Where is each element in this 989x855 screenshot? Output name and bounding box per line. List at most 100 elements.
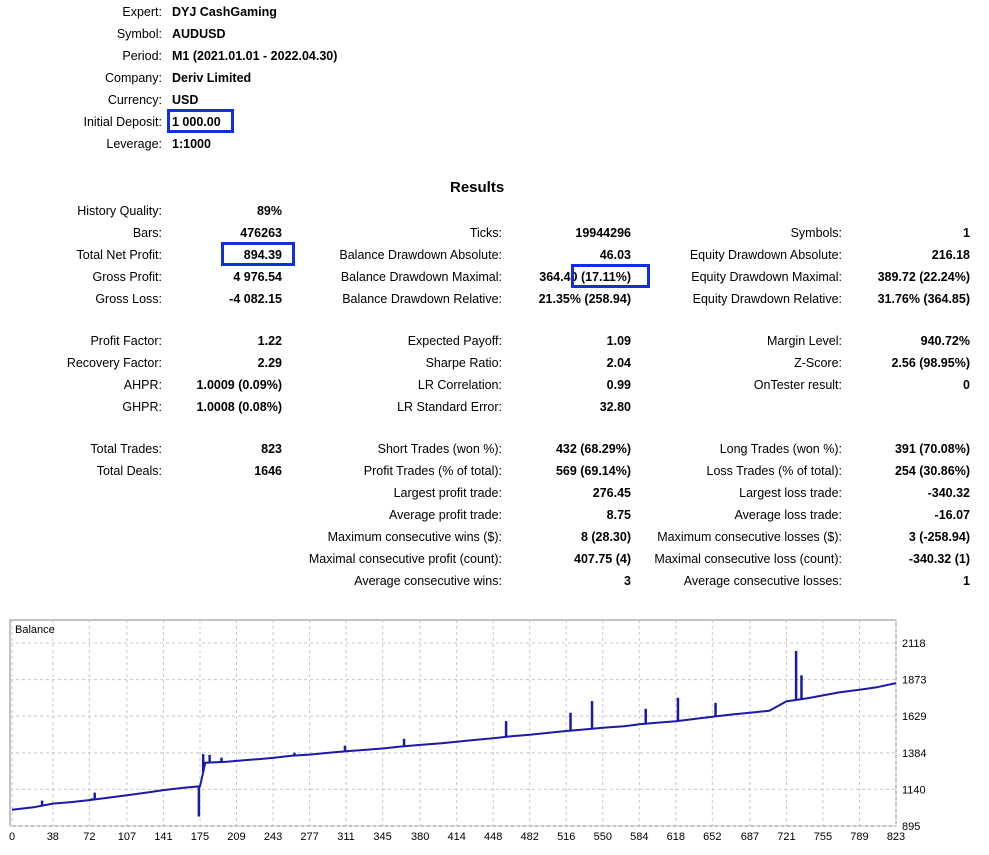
col2-value: 3 [624,574,631,588]
header-label: Initial Deposit: [83,115,162,129]
x-tick-label: 584 [630,831,648,843]
col2-label: Maximum consecutive wins ($): [327,530,502,544]
col2-value: 2.04 [606,356,631,370]
col2-label: Profit Trades (% of total): [363,464,502,478]
col1-value: 476263 [240,226,282,240]
header-label: Currency: [107,93,162,107]
col2-label: Sharpe Ratio: [425,356,502,370]
highlight-initial-deposit [167,109,234,133]
col1-value: 89% [256,204,282,218]
col3-label: Margin Level: [766,334,842,348]
col2-value: 32.80 [599,400,631,414]
y-tick-label: 1873 [902,675,926,687]
col3-value: 940.72% [920,334,970,348]
highlight-balance-dd-maximal [571,264,650,288]
col2-label: Largest profit trade: [393,486,502,500]
col2-value: 1.09 [606,334,631,348]
chart-frame [9,619,897,827]
col2-label: Maximal consecutive profit (count): [308,552,502,566]
col1-label: Bars: [132,226,162,240]
y-tick-label: 2118 [902,638,926,650]
col2-value: 8 (28.30) [580,530,631,544]
col3-value: 389.72 (22.24%) [877,270,970,284]
x-tick-label: 277 [300,831,318,843]
col3-value: -340.32 [927,486,970,500]
col1-value: 1.22 [257,334,282,348]
col1-label: Total Net Profit: [76,248,162,262]
x-tick-label: 721 [777,831,795,843]
header-label: Symbol: [116,27,162,41]
x-tick-label: 550 [594,831,612,843]
col1-label: Gross Loss: [95,292,162,306]
col2-value: 276.45 [592,486,631,500]
balance-line [11,682,897,811]
col2-value: 46.03 [599,248,631,262]
col1-value: 894.39 [243,248,282,262]
col2-label: Expected Payoff: [407,334,502,348]
col1-value: 1.0009 (0.09%) [196,378,282,392]
col2-label: Average consecutive wins: [354,574,502,588]
x-tick-label: 72 [83,831,95,843]
col3-label: Average loss trade: [734,508,842,522]
col3-value: 254 (30.86%) [894,464,970,478]
col1-label: History Quality: [77,204,162,218]
col2-label: LR Standard Error: [397,400,502,414]
x-tick-label: 789 [850,831,868,843]
col3-label: OnTester result: [753,378,842,392]
header-value: DYJ CashGaming [172,5,277,19]
col3-value: 3 (-258.94) [908,530,970,544]
col2-label: Balance Drawdown Relative: [342,292,502,306]
col3-label: Equity Drawdown Absolute: [689,248,842,262]
col2-label: Balance Drawdown Maximal: [340,270,502,284]
x-tick-label: 482 [521,831,539,843]
x-tick-label: 380 [411,831,429,843]
highlight-net-profit [221,242,295,266]
col3-label: Loss Trades (% of total): [706,464,842,478]
col1-value: -4 082.15 [229,292,282,306]
x-tick-label: 687 [741,831,759,843]
x-tick-label: 243 [264,831,282,843]
col3-value: 2.56 (98.95%) [891,356,970,370]
y-tick-label: 1384 [902,748,926,760]
results-title: Results [450,179,505,196]
col3-value: -340.32 (1) [908,552,970,566]
x-tick-label: 414 [448,831,466,843]
col2-label: Ticks: [469,226,502,240]
x-tick-label: 209 [227,831,245,843]
x-tick-label: 652 [703,831,721,843]
x-tick-label: 516 [557,831,575,843]
x-tick-label: 823 [887,831,905,843]
chart-title: Balance [15,624,55,636]
col1-value: 2.29 [257,356,282,370]
col3-label: Maximum consecutive losses ($): [657,530,842,544]
col3-value: -16.07 [934,508,970,522]
col2-label: Average profit trade: [388,508,502,522]
col2-label: Balance Drawdown Absolute: [339,248,502,262]
col3-label: Equity Drawdown Maximal: [691,270,842,284]
x-tick-label: 38 [47,831,59,843]
x-tick-label: 311 [337,831,355,843]
col3-label: Long Trades (won %): [719,442,842,456]
col3-label: Average consecutive losses: [683,574,842,588]
col1-label: Gross Profit: [92,270,162,284]
col1-value: 1.0008 (0.08%) [196,400,282,414]
col1-value: 4 976.54 [233,270,282,284]
col1-label: GHPR: [122,400,162,414]
col3-value: 391 (70.08%) [894,442,970,456]
col3-label: Maximal consecutive loss (count): [654,552,842,566]
x-tick-label: 175 [191,831,209,843]
col1-value: 1646 [254,464,282,478]
x-tick-label: 448 [484,831,502,843]
col2-value: 432 (68.29%) [555,442,631,456]
header-label: Period: [122,49,162,63]
header-label: Company: [105,71,162,85]
col2-value: 569 (69.14%) [555,464,631,478]
col3-value: 0 [963,378,970,392]
header-value: AUDUSD [172,27,226,41]
col3-value: 31.76% (364.85) [877,292,970,306]
x-tick-label: 0 [9,831,15,843]
x-tick-label: 755 [814,831,832,843]
header-value: 1:1000 [172,137,211,151]
header-value: USD [172,93,199,107]
